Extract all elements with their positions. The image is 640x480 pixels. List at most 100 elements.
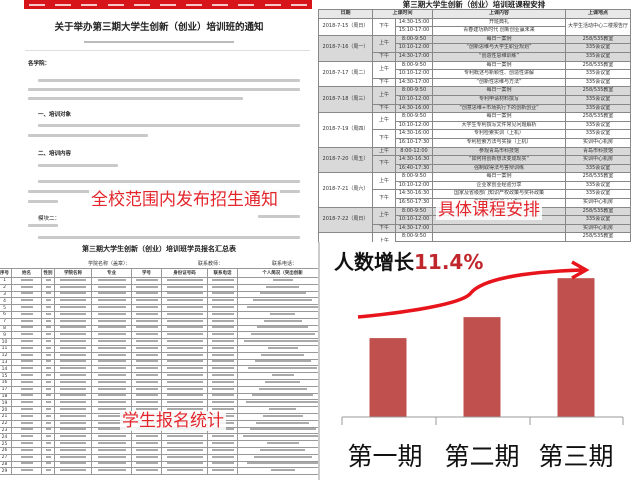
roster-cell [11,283,42,292]
location-cell: 实训中心机房 [565,137,632,148]
roster-row: 9 [0,331,318,340]
illegible-text [20,408,33,411]
illegible-text [45,278,51,281]
half-day-cell: 上午 [372,112,396,131]
row-number: 21 [0,412,12,421]
roster-cell [207,440,238,448]
illegible-text [211,312,234,315]
roster-cell [11,290,42,299]
row-number: 9 [0,331,12,340]
arrow-head-icon [571,260,590,280]
illegible-text [272,278,293,281]
illegible-text [250,333,315,336]
content-cell: 企业家创业经验分享 [432,180,567,191]
illegible-text [271,374,294,377]
illegible-text [135,340,158,343]
roster-cell [161,277,208,285]
row-number: 12 [0,351,12,360]
location-cell: 258/535教室 [565,172,632,182]
roster-cell [91,378,132,387]
roster-cell [11,304,42,312]
roster-cell [11,297,42,306]
illegible-text [135,278,158,281]
roster-cell [131,392,162,401]
roster-cell [54,406,92,414]
row-number: 22 [0,419,12,428]
row-number: 20 [0,406,12,414]
roster-cell [131,283,162,292]
roster-row: 15 [0,372,318,380]
illegible-text [60,346,86,349]
roster-cell [41,365,55,374]
roster-cell [161,372,208,380]
roster-cell [237,277,318,285]
illegible-text [211,387,234,390]
illegible-text [60,401,86,404]
roster-cell [237,440,318,448]
illegible-text [166,374,203,377]
roster-cell [91,365,132,374]
illegible-text [97,394,126,397]
roster-cell [131,290,162,299]
row-number: 10 [0,338,12,346]
site-nav-bar[interactable] [24,0,312,9]
location-cell: 258/535教室 [565,86,632,96]
row-number: 28 [0,460,12,469]
roster-cell [131,365,162,374]
illegible-text [166,367,203,370]
roster-header-cell: 序号 [0,268,12,278]
illegible-text [45,299,51,302]
location-cell: 258/535教室 [565,112,632,122]
illegible-text [135,333,158,336]
roster-header-cell: 个人简况（突出创新 [237,268,318,278]
roster-cell [161,351,208,360]
illegible-text [97,442,126,445]
roster-cell [161,331,208,340]
schedule-row: 2018-7-18（周三） 上午 8:00-9:50 每日一案例 258/535教室 [318,86,632,114]
location-cell: 实训中心机房 [565,198,632,208]
text-line [28,134,148,137]
roster-cell [91,446,132,455]
half-day-cell: 下午 [372,155,396,174]
roster-cell [207,446,238,455]
text-line [38,164,118,167]
illegible-text [256,421,309,424]
illegible-text [45,312,51,315]
row-number: 15 [0,372,12,380]
time-cell: 14:30-16:30 [394,155,434,165]
roster-cell [11,440,42,448]
illegible-text [97,312,126,315]
content-cell: 专利检索实训（上机） [432,129,567,139]
roster-cell [131,331,162,340]
roster-cell [41,467,55,476]
content-cell [432,223,567,234]
roster-cell [161,460,208,469]
illegible-text [20,346,33,349]
roster-cell [11,433,42,442]
illegible-text [97,387,126,390]
illegible-text [60,374,86,377]
roster-cell [41,290,55,299]
illegible-text [166,340,203,343]
roster-cell [41,399,55,408]
illegible-text [97,401,126,404]
time-cell: 15:10-17:00 [394,26,434,36]
roster-cell [91,338,132,346]
roster-cell [237,351,318,360]
time-cell: 14:30-17:00 [394,51,434,62]
illegible-text [252,394,313,397]
roster-cell [161,297,208,306]
content-cell: 每日一案例 [432,172,567,182]
illegible-text [20,469,33,472]
row-number: 26 [0,446,12,455]
roster-cell [11,365,42,374]
roster-cell [131,317,162,326]
roster-cell [11,467,42,476]
location-cell: 335会议室 [565,43,632,53]
row-number: 18 [0,392,12,401]
illegible-text [97,469,126,472]
content-cell: 每日一案例 [432,112,567,122]
roster-cell [131,338,162,346]
roster-header-cell: 身份证号码 [161,268,208,278]
roster-cell [11,372,42,380]
